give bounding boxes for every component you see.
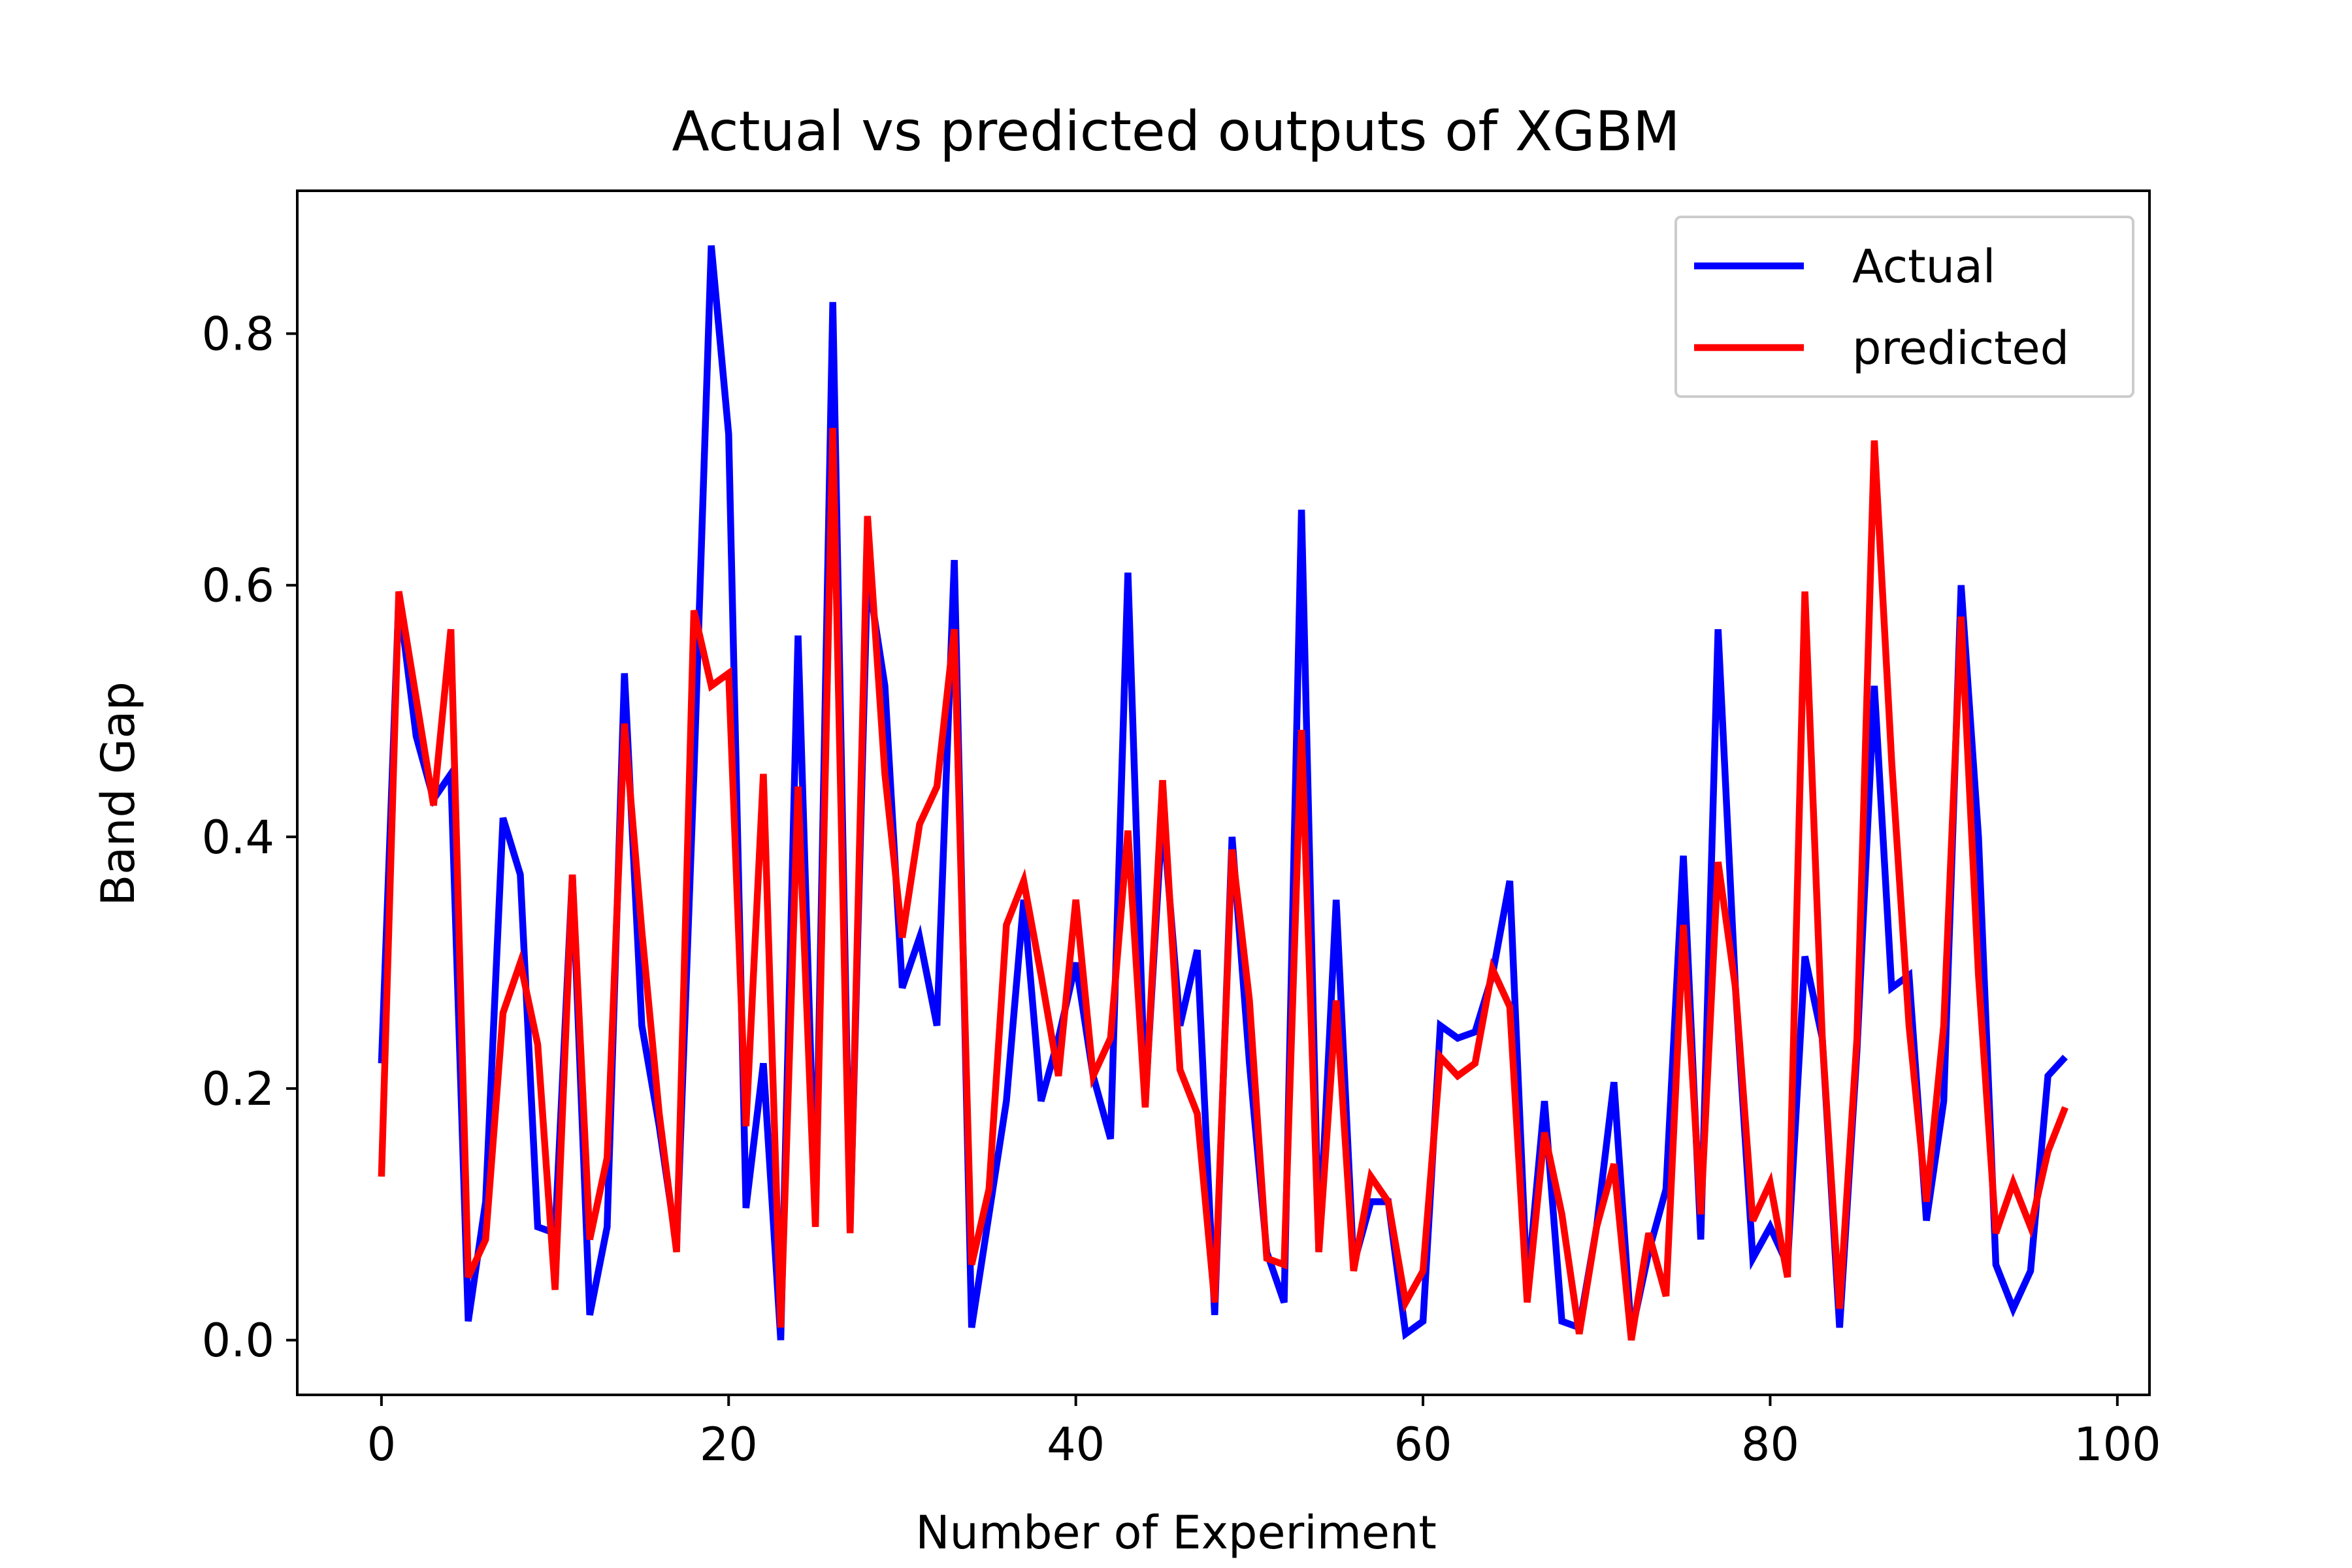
chart-title: Actual vs predicted outputs of XGBM bbox=[672, 99, 1680, 163]
x-tick-label: 0 bbox=[367, 1418, 397, 1471]
series-lines bbox=[378, 245, 2068, 1341]
x-tick-label: 20 bbox=[700, 1418, 758, 1471]
plot-frame bbox=[296, 189, 2151, 1396]
y-tick-label: 0.8 bbox=[202, 308, 274, 361]
series-line-predicted bbox=[378, 427, 2068, 1341]
legend: Actual predicted bbox=[1674, 216, 2134, 398]
x-tick-label: 80 bbox=[1741, 1418, 1799, 1471]
y-tick-label: 0.6 bbox=[202, 559, 274, 613]
y-tick-label: 0.4 bbox=[202, 811, 274, 864]
legend-label-predicted: predicted bbox=[1852, 321, 2069, 375]
x-tick-label: 40 bbox=[1047, 1418, 1105, 1471]
y-axis-label: Band Gap bbox=[91, 681, 145, 906]
y-tick-label: 0.0 bbox=[202, 1314, 274, 1367]
x-tick-label: 60 bbox=[1394, 1418, 1452, 1471]
x-axis-label: Number of Experiment bbox=[915, 1506, 1437, 1560]
x-tick-label: 100 bbox=[2074, 1418, 2161, 1471]
y-tick-label: 0.2 bbox=[202, 1062, 274, 1116]
legend-label-actual: Actual bbox=[1852, 240, 1995, 293]
legend-box bbox=[1674, 216, 2134, 398]
plot-area bbox=[378, 245, 2068, 1341]
axes: 0 20 40 60 80 100 0.0 0.2 0.4 0.6 0.8 bbox=[202, 189, 2161, 1471]
